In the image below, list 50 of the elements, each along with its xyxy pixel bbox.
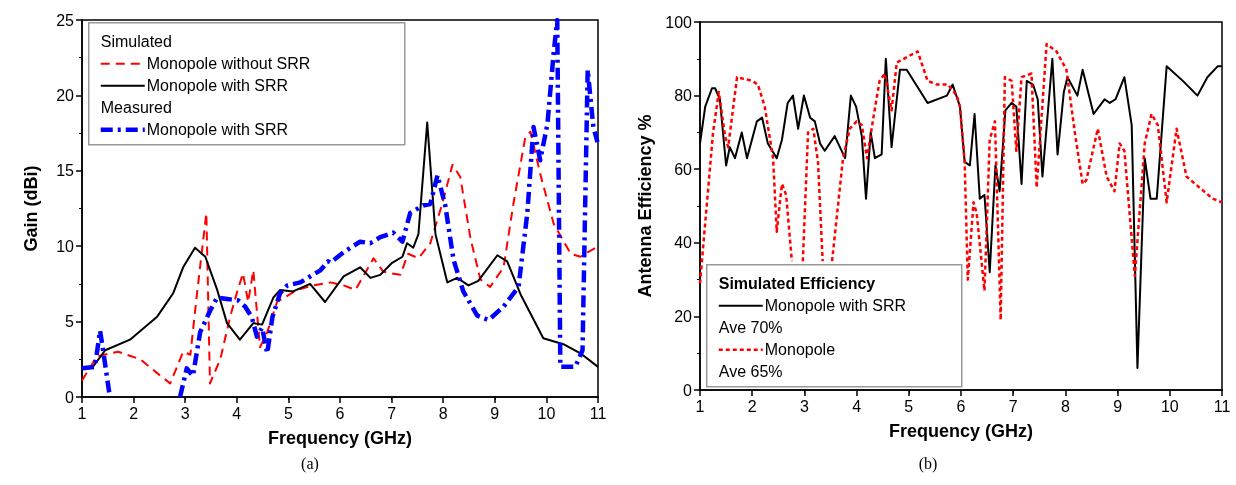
x-tick-label: 6 [956,397,966,415]
y-axis-title: Antenna Efficiency % [635,114,656,298]
y-tick-label: 5 [65,313,75,331]
legend-label: Monopole with SRR [146,121,289,139]
annotation: Simulated [100,33,172,51]
y-tick-label: 40 [674,234,693,252]
x-tick-label: 2 [129,404,139,422]
text: (a) [301,454,319,473]
x-tick-label: 6 [335,404,345,422]
x-tick-label: 1 [77,404,87,422]
x-tick-label: 11 [589,404,607,422]
y-tick-label: 60 [674,160,693,178]
y-tick-label: 10 [56,237,75,255]
x-axis-title: Frequency (GHz) [888,421,1034,441]
legend-label: Monopole with SRR [764,297,907,315]
y-tick-label: 20 [56,86,75,104]
y-tick-label: 100 [665,13,693,31]
y-tick-label: 20 [674,307,693,325]
y-tick-label: 80 [674,87,693,105]
x-tick-label: 5 [904,397,914,415]
x-tick-label: 4 [232,404,242,422]
x-tick-label: 8 [438,404,448,422]
y-tick-label: 25 [56,11,75,29]
x-tick-label: 2 [747,397,757,415]
y-tick-label: 15 [56,162,75,180]
x-tick-label: 10 [1160,397,1179,415]
legend-title: Simulated Efficiency [718,275,876,293]
x-tick-label: 9 [490,404,500,422]
annotation: Ave 65% [718,363,783,381]
x-tick-label: 4 [852,397,862,415]
x-tick-label: 3 [799,397,809,415]
x-tick-label: 10 [537,404,556,422]
legend-label: Monopole with SRR [146,77,289,95]
y-tick-label: 0 [683,381,693,399]
y-tick-label: 0 [65,388,75,406]
legend-label: Monopole [764,341,836,359]
x-tick-label: 3 [180,404,190,422]
x-tick-label: 7 [1008,397,1018,415]
text: (b) [918,454,938,473]
legend-label: Monopole without SRR [146,55,311,73]
x-tick-label: 9 [1113,397,1123,415]
annotation: Ave 70% [718,319,783,337]
x-tick-label: 7 [387,404,397,422]
x-tick-label: 8 [1060,397,1070,415]
annotation: Measured [100,99,172,117]
x-tick-label: 5 [283,404,293,422]
y-axis-title: Gain (dBi) [21,165,41,252]
x-axis-title: Frequency (GHz) [267,428,413,448]
x-tick-label: 11 [1213,397,1231,415]
x-tick-label: 1 [695,397,705,415]
